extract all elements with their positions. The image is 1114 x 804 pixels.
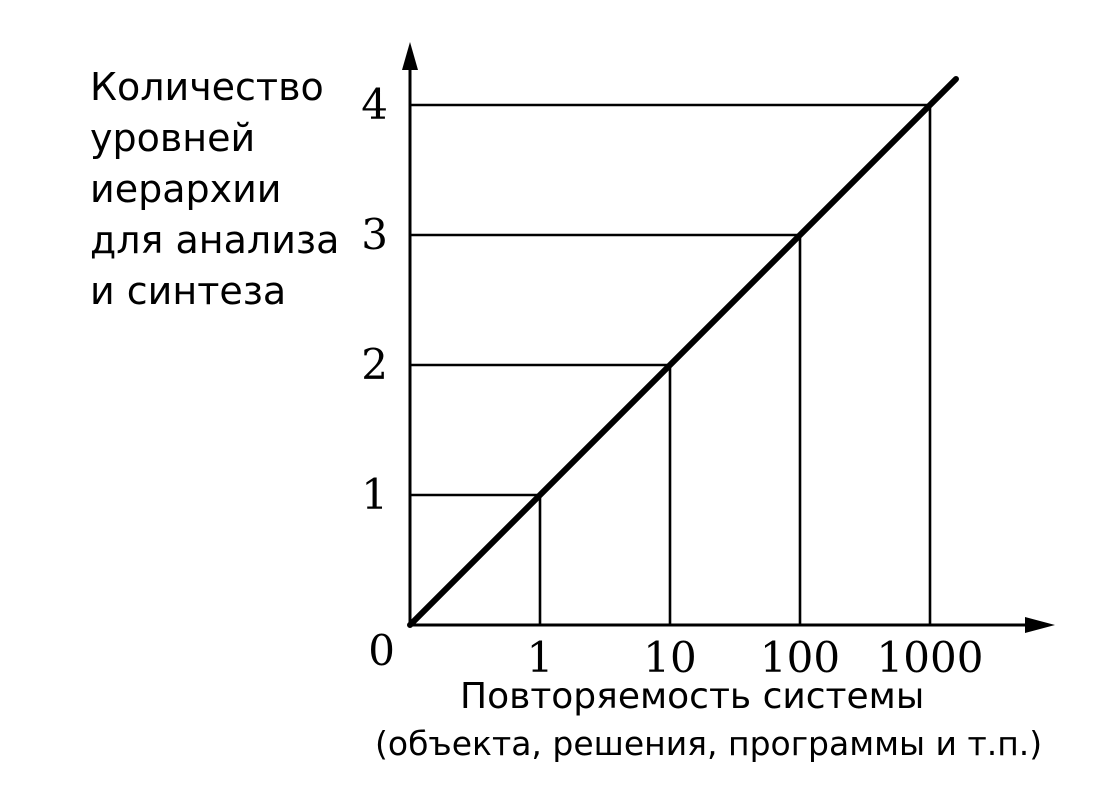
y-tick-label: 1 <box>361 470 388 519</box>
series-line <box>407 76 959 628</box>
y-axis-label-line: Количество <box>90 65 324 109</box>
data-point <box>668 363 672 367</box>
x-axis-arrow <box>1025 617 1055 633</box>
x-tick-label: 1 <box>527 633 554 682</box>
y-tick-label: 2 <box>361 340 388 389</box>
y-axis-label: Количество уровней иерархии для анализа … <box>90 62 339 317</box>
x-axis-label: Повторяемость системы <box>460 676 925 717</box>
data-point <box>798 233 802 237</box>
tick-labels: 1 10 100 1000 1 2 3 4 0 <box>361 80 983 682</box>
y-tick-label: 4 <box>361 80 388 129</box>
x-tick-label: 100 <box>760 633 840 682</box>
series-line-path <box>407 76 959 628</box>
y-axis-label-line: для анализа <box>90 218 340 262</box>
data-point <box>538 493 542 497</box>
x-tick-label: 10 <box>643 633 696 682</box>
y-axis-label-line: и синтеза <box>90 269 287 313</box>
x-tick-label: 1000 <box>877 633 984 682</box>
origin-label: 0 <box>368 626 395 675</box>
y-axis-label-line: иерархии <box>90 167 282 211</box>
reference-lines <box>410 103 932 625</box>
x-axis-sublabel: (объекта, решения, программы и т.п.) <box>375 724 1043 763</box>
data-point <box>928 103 932 107</box>
axes <box>402 42 1055 633</box>
y-axis-label-line: уровней <box>90 116 256 160</box>
y-axis-arrow <box>402 42 418 70</box>
y-tick-label: 3 <box>361 210 388 259</box>
